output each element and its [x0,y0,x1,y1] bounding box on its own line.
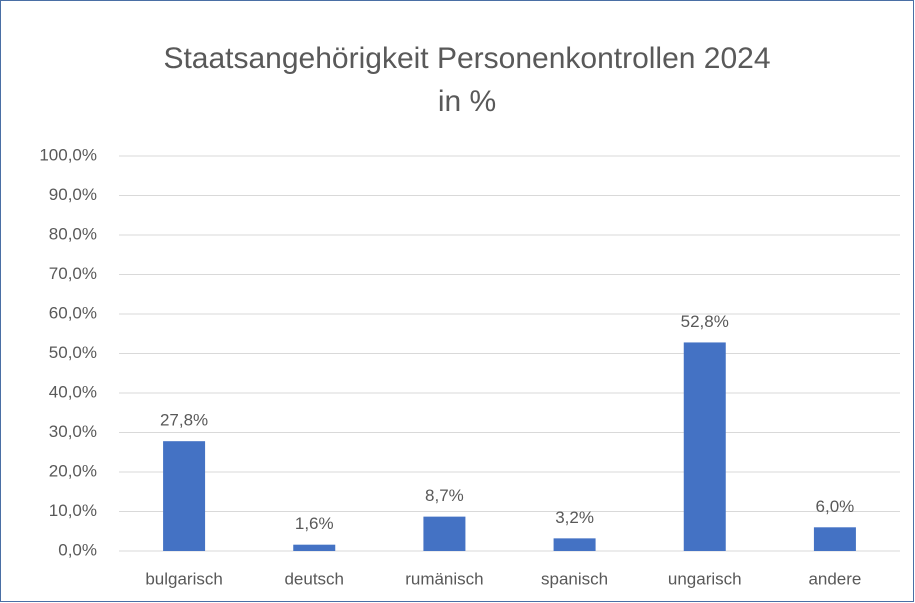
data-label: 3,2% [555,508,594,527]
x-tick-label: ungarisch [668,569,742,588]
y-tick-label: 70,0% [49,264,97,283]
x-tick-label: deutsch [284,569,344,588]
y-tick-label: 10,0% [49,501,97,520]
y-tick-label: 90,0% [49,185,97,204]
data-label: 1,6% [295,514,334,533]
data-label: 6,0% [816,497,855,516]
x-tick-label: rumänisch [405,569,483,588]
bar [293,544,336,551]
chart-title: Staatsangehörigkeit Personenkontrollen 2… [163,42,770,75]
x-tick-label: andere [808,569,861,588]
data-label: 52,8% [681,312,729,331]
y-tick-label: 40,0% [49,382,97,401]
data-label: 27,8% [160,411,208,430]
y-tick-label: 20,0% [49,461,97,480]
y-tick-label: 30,0% [49,422,97,441]
bar [163,441,206,551]
chart-subtitle: in % [438,85,496,118]
bar [423,516,466,551]
bar [553,538,596,551]
x-tick-label: bulgarisch [145,569,223,588]
data-label: 8,7% [425,486,464,505]
x-tick-label: spanisch [541,569,608,588]
y-tick-label: 80,0% [49,224,97,243]
bar [683,342,726,551]
y-tick-label: 0,0% [58,540,97,559]
bar [813,527,856,551]
y-tick-label: 60,0% [49,303,97,322]
y-tick-label: 100,0% [39,145,97,164]
y-tick-label: 50,0% [49,343,97,362]
